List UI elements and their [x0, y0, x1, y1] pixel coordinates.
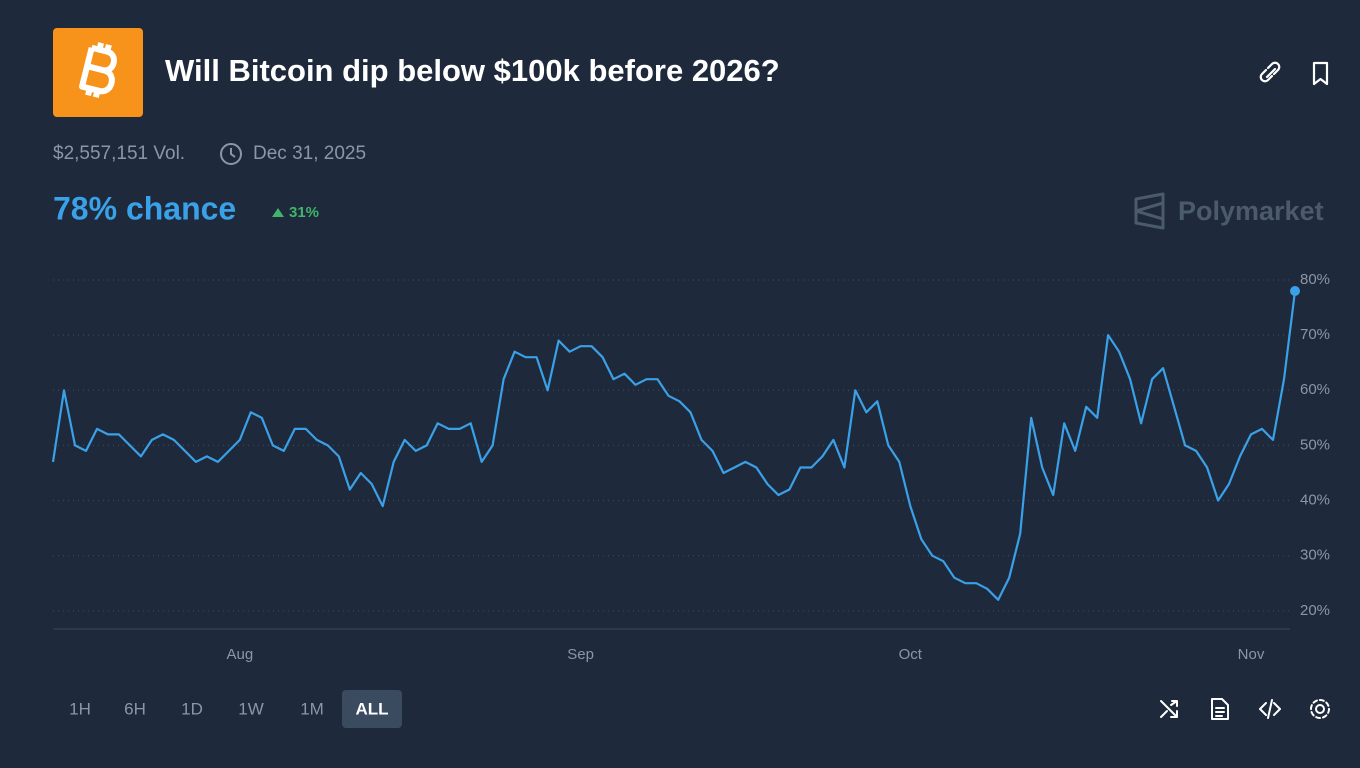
y-tick-label: 80% [1300, 271, 1330, 288]
range-active-bg [342, 690, 402, 728]
embed-button[interactable] [1259, 699, 1281, 719]
range-button[interactable]: 1H [69, 699, 91, 718]
y-tick-label: 40% [1300, 492, 1330, 509]
doc-button[interactable] [1211, 698, 1229, 720]
end-date: Dec 31, 2025 [253, 143, 366, 164]
change: 31% [289, 204, 319, 221]
shuffle-button[interactable] [1160, 700, 1178, 718]
x-tick-label: Aug [226, 646, 253, 663]
range-button[interactable]: 1D [181, 699, 203, 718]
bookmark-button[interactable] [1312, 61, 1329, 86]
change-arrow [272, 208, 284, 217]
price-line [51, 290, 1297, 601]
range-button[interactable]: 6H [124, 699, 146, 718]
brand: Polymarket [1178, 196, 1324, 226]
settings-button[interactable] [1310, 699, 1330, 719]
volume: $2,557,151 Vol. [53, 143, 185, 164]
y-tick-label: 20% [1300, 602, 1330, 619]
bitcoin-glyph [79, 42, 117, 98]
x-tick-label: Oct [899, 646, 923, 663]
y-tick-label: 60% [1300, 381, 1330, 398]
x-tick-label: Sep [567, 646, 594, 663]
range-button[interactable]: 1W [238, 699, 264, 718]
link-button[interactable] [1259, 61, 1281, 83]
x-tick-label: Nov [1238, 646, 1265, 663]
tool-icons [1160, 698, 1330, 720]
range-button[interactable]: ALL [355, 699, 388, 718]
y-tick-label: 70% [1300, 326, 1330, 343]
brand-logo [1134, 192, 1165, 230]
last-point [1289, 286, 1300, 297]
y-tick-label: 50% [1300, 436, 1330, 453]
chance: 78% chance [53, 190, 236, 226]
market-title: Will Bitcoin dip below $100k before 2026… [165, 53, 780, 88]
clock-icon [220, 143, 242, 165]
y-tick-label: 30% [1300, 547, 1330, 564]
range-button[interactable]: 1M [300, 699, 324, 718]
market-icon [53, 28, 143, 117]
